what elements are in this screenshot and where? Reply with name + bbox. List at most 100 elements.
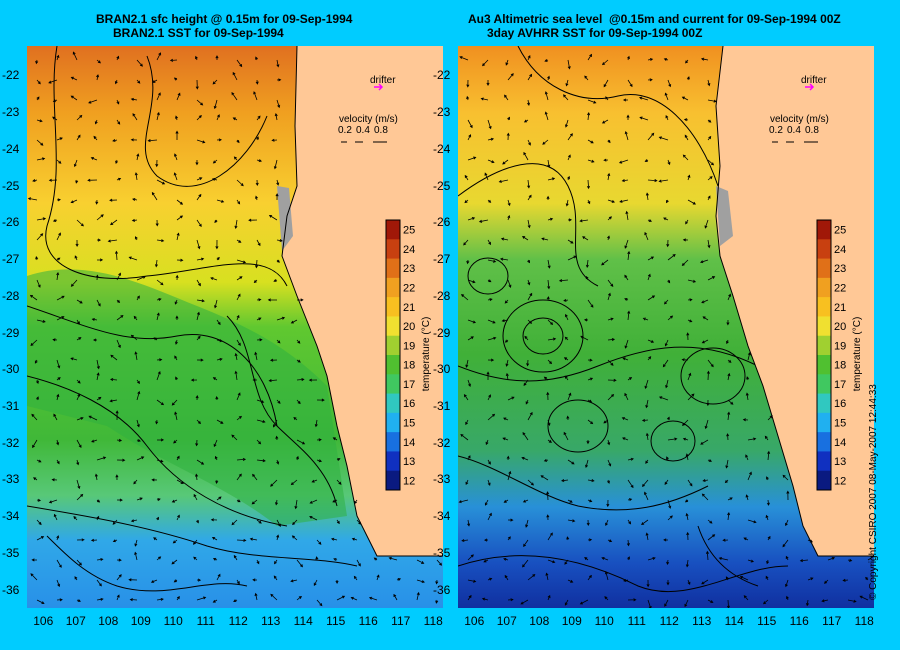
current-arrow <box>647 78 653 82</box>
longitude-tick-label: 113 <box>261 614 281 628</box>
current-arrow <box>584 75 589 81</box>
current-arrow <box>132 198 138 202</box>
current-arrow <box>134 236 138 241</box>
colorbar-segment <box>817 393 831 414</box>
current-arrow <box>623 578 629 582</box>
current-arrow <box>587 299 594 308</box>
current-arrow <box>564 313 569 321</box>
current-arrow <box>70 76 78 81</box>
longitude-tick-label: 118 <box>854 614 874 628</box>
right-map-panel: drifter velocity (m/s) 0.2 0.4 0.8 <box>458 46 874 608</box>
current-arrow <box>231 519 238 526</box>
current-arrow <box>707 239 711 249</box>
current-arrow <box>587 419 594 425</box>
current-arrow <box>686 531 690 541</box>
current-arrow <box>116 594 120 601</box>
current-arrow <box>94 473 98 481</box>
current-arrow <box>211 536 218 541</box>
current-arrow <box>567 392 572 401</box>
current-arrow <box>176 232 180 241</box>
current-arrow <box>507 279 512 288</box>
current-arrow <box>745 454 749 461</box>
colorbar-tick-label: 25 <box>834 225 846 237</box>
current-arrow <box>501 319 509 323</box>
current-arrow <box>667 437 678 441</box>
colorbar-tick-label: 19 <box>834 340 846 352</box>
current-arrow <box>152 79 158 83</box>
current-arrow <box>176 595 180 601</box>
current-arrow <box>136 153 140 161</box>
colorbar-segment <box>386 470 400 491</box>
current-arrow <box>216 138 222 142</box>
current-arrow <box>487 479 491 486</box>
current-arrow <box>356 559 361 567</box>
left-title-line1: BRAN2.1 sfc height @ 0.15m for 09-Sep-19… <box>96 12 353 26</box>
current-arrow <box>662 359 669 368</box>
current-arrow <box>704 219 709 229</box>
latitude-tick-label: -32 <box>2 435 20 450</box>
current-arrow <box>236 139 240 144</box>
current-arrow <box>156 597 164 601</box>
current-arrow <box>487 137 495 141</box>
current-arrow <box>116 99 120 105</box>
velocity-scale-04: 0.4 <box>356 125 370 136</box>
current-arrow <box>580 335 589 341</box>
current-arrow <box>336 519 340 525</box>
current-arrow <box>196 335 201 341</box>
current-arrow <box>683 118 689 122</box>
current-arrow <box>621 179 629 183</box>
colorbar-tick-label: 24 <box>834 244 846 256</box>
current-arrow <box>29 294 38 301</box>
current-arrow <box>214 299 218 309</box>
current-arrow <box>565 79 569 87</box>
longitude-tick-label: 112 <box>659 614 679 628</box>
current-arrow <box>176 514 180 521</box>
colorbar-segment <box>817 374 831 395</box>
longitude-tick-label: 116 <box>358 614 378 628</box>
current-arrow <box>506 455 510 461</box>
current-arrow <box>273 575 278 581</box>
current-arrow <box>785 555 789 561</box>
current-vectors <box>27 51 443 607</box>
current-arrow <box>332 499 338 503</box>
current-arrow <box>34 359 38 364</box>
current-arrow <box>547 337 557 341</box>
current-arrow <box>76 559 82 566</box>
current-arrow <box>195 439 199 447</box>
current-arrow <box>213 439 218 448</box>
current-arrow <box>461 293 469 301</box>
current-arrow <box>76 219 84 227</box>
current-arrow <box>480 97 489 101</box>
current-arrow <box>607 292 611 301</box>
current-arrow <box>645 432 649 441</box>
current-arrow <box>232 117 238 121</box>
current-arrow <box>685 59 689 64</box>
current-arrow <box>686 76 690 81</box>
colorbar-segment <box>386 451 400 472</box>
current-arrow <box>36 599 45 604</box>
longitude-tick-label: 106 <box>464 614 485 628</box>
current-arrow <box>523 539 529 548</box>
current-arrow <box>527 194 532 201</box>
current-arrow <box>249 537 258 541</box>
current-arrow <box>544 58 549 62</box>
current-arrow <box>521 236 529 241</box>
current-arrow <box>546 296 550 301</box>
current-arrow <box>526 359 530 367</box>
current-arrow <box>607 317 614 321</box>
current-arrow <box>707 359 714 368</box>
current-arrow <box>504 339 509 343</box>
current-arrow <box>587 159 595 163</box>
current-arrow <box>585 259 589 269</box>
current-arrow <box>294 499 298 510</box>
current-arrow <box>525 399 529 405</box>
current-arrow <box>156 52 162 61</box>
current-arrow <box>316 438 322 442</box>
current-arrow <box>56 439 60 446</box>
current-arrow <box>156 516 159 521</box>
current-arrow <box>503 417 509 421</box>
current-arrow <box>96 456 107 461</box>
current-arrow <box>684 134 689 141</box>
current-arrow <box>254 592 258 601</box>
colorbar-segment <box>817 432 831 452</box>
